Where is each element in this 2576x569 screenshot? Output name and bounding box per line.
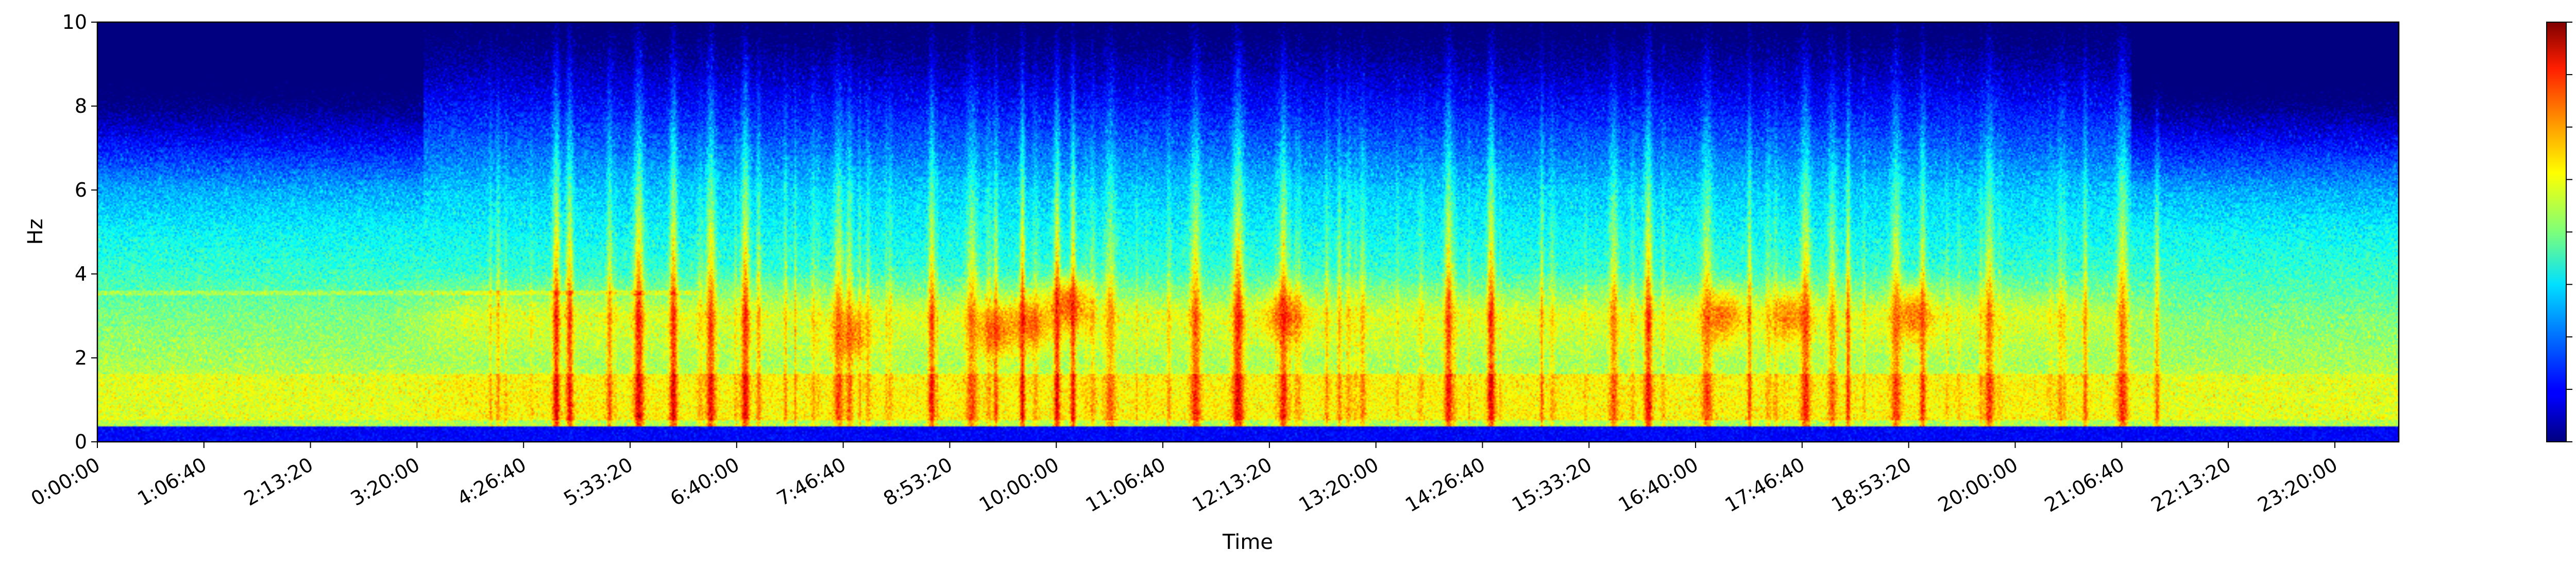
x-tick-label: 13:20:00 [1295,453,1382,516]
x-axis: 0:00:00 1:06:40 2:13:20 3:20:00 4:26:40 5:33:… [27,442,2342,516]
x-tick-label: 3:20:00 [347,453,423,510]
x-tick-label: 14:26:40 [1401,453,1489,516]
x-tick-label: 8:53:20 [879,453,956,510]
x-tick-label: 20:00:00 [1934,453,2022,516]
x-tick-label: 7:46:40 [773,453,850,510]
spectrogram-image [97,22,2399,442]
x-tick-label: 4:26:40 [453,453,530,510]
colorbar [2547,22,2566,442]
colorbar-axis: +0 dB-10 dB-20 dB-30 dB-40 dB-50 dB-60 d… [2566,22,2572,442]
x-tick-label: 23:20:00 [2254,453,2342,516]
x-tick-label: 16:40:00 [1615,453,1702,516]
y-tick-label: 4 [75,263,87,285]
x-tick-label: 15:33:20 [1508,453,1596,516]
x-tick-label: 2:13:20 [240,453,317,510]
y-axis: 0 2 4 6 8 10 [62,11,97,453]
y-tick-label: 2 [75,347,87,369]
plot-frame [96,21,2400,443]
x-tick-label: 21:06:40 [2041,453,2128,516]
y-tick-label: 8 [75,95,87,117]
x-tick-label: 22:13:20 [2147,453,2235,516]
y-tick-label: 6 [75,179,87,201]
y-tick-label: 10 [62,11,87,33]
x-tick-label: 6:40:00 [666,453,743,510]
spectrogram-plot-area [97,22,2399,442]
x-tick-label: 0:00:00 [27,453,104,510]
y-tick-label: 0 [75,430,87,453]
y-axis-label: Hz [24,218,47,245]
x-tick-label: 5:33:20 [560,453,637,510]
x-tick-label: 12:13:20 [1189,453,1276,516]
x-tick-label: 10:00:00 [975,453,1063,516]
x-tick-label: 1:06:40 [133,453,210,510]
x-axis-label: Time [1222,530,1273,554]
x-tick-label: 18:53:20 [1827,453,1915,516]
x-tick-label: 11:06:40 [1082,453,1170,516]
x-tick-label: 17:46:40 [1721,453,1809,516]
